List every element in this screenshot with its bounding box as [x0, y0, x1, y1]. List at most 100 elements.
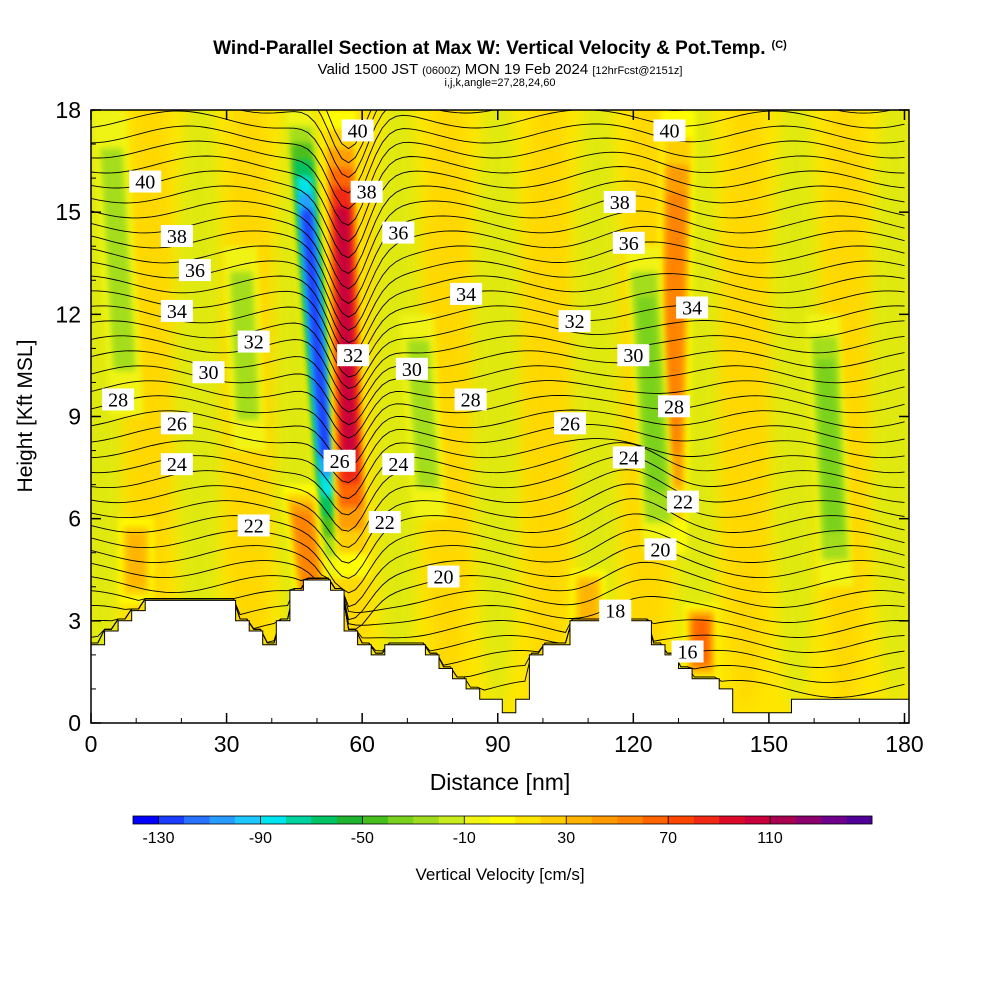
contour-label: 30 — [199, 362, 219, 384]
contour-label-bg — [178, 259, 211, 282]
colorbar-swatch — [489, 816, 516, 824]
contour-label-bg — [612, 231, 645, 254]
x-tick-label: 60 — [349, 731, 375, 757]
contour-label: 38 — [610, 192, 630, 214]
contour-labels: 40 38 36 34 32 30 28 26 24 22 40 38 36 34 32 30 28 26 24 22… — [102, 119, 709, 663]
colorbar-tick-label: 70 — [659, 830, 677, 847]
contour-label: 24 — [619, 447, 639, 469]
y-tick-label: 15 — [55, 199, 81, 225]
colorbar-swatch — [362, 816, 389, 824]
theta-contour-line — [91, 561, 905, 630]
theta-contour-line — [91, 394, 905, 453]
contour-label: 18 — [605, 601, 625, 623]
theta-contour-line — [91, 365, 905, 426]
colorbar-swatch — [642, 816, 669, 824]
theta-contour-line — [91, 304, 905, 378]
colorbar-frame — [132, 815, 873, 825]
y-tick-label: 0 — [68, 710, 81, 736]
contour-label-bg — [603, 190, 636, 213]
contour-label: 16 — [678, 641, 698, 663]
y-tick-label: 12 — [55, 301, 81, 327]
contour-label-bg — [558, 310, 591, 333]
colorbar-swatch — [668, 816, 694, 824]
contour-label: 26 — [167, 413, 187, 435]
contour-label: 38 — [357, 182, 377, 204]
colorbar-swatch — [260, 816, 287, 824]
downdraft-level — [100, 148, 136, 371]
contour-label-bg — [337, 344, 370, 367]
theta-contour-line — [91, 288, 905, 367]
contour-label: 36 — [619, 233, 639, 255]
x-tick-label: 180 — [885, 731, 923, 757]
theta-contour-line — [91, 195, 905, 290]
contour-label-bg — [341, 119, 374, 142]
contour-label: 32 — [244, 332, 264, 354]
contour-label-bg — [160, 453, 193, 476]
downdraft-level — [301, 209, 332, 457]
theta-contour-line — [91, 545, 905, 621]
chart-params: i,j,k,angle=27,28,24,60 — [444, 77, 556, 89]
contour-label: 32 — [343, 345, 363, 367]
contour-label-bg — [395, 357, 428, 380]
colorbar-swatch — [617, 816, 643, 824]
x-tick-label: 90 — [485, 731, 511, 757]
colorbar-swatch — [566, 816, 592, 824]
contour-label: 30 — [623, 345, 643, 367]
chart-title: Wind-Parallel Section at Max W: Vertical… — [0, 38, 1000, 60]
colorbar-swatch — [693, 816, 720, 824]
theta-contour-line — [91, 409, 905, 468]
theta-contour-line — [91, 442, 905, 516]
x-tick-label: 0 — [85, 731, 98, 757]
contour-label-bg — [653, 119, 686, 142]
contour-label: 24 — [388, 454, 408, 476]
contour-label: 22 — [673, 492, 693, 514]
contour-label: 20 — [434, 567, 454, 589]
contour-label: 36 — [388, 223, 408, 245]
contour-label-bg — [192, 361, 225, 384]
colorbar-swatch — [770, 816, 796, 824]
colorbar-swatch — [464, 816, 491, 824]
colorbar-swatch — [209, 816, 236, 824]
x-axis-label: Distance [nm] — [430, 769, 571, 795]
y-axis-label: Height [Kft MSL] — [14, 340, 37, 493]
chart-subtitle: Valid 1500 JST (0600Z) MON 19 Feb 2024 [… — [0, 61, 1000, 78]
theta-contour-line — [91, 210, 905, 304]
contour-label-bg — [160, 225, 193, 248]
contour-label-bg — [323, 449, 356, 472]
colorbar-swatch — [285, 816, 312, 824]
theta-contour-line — [91, 335, 905, 401]
theta-contour-line — [91, 483, 905, 564]
theta-contour-line — [91, 273, 905, 355]
contour-label-bg — [350, 180, 383, 203]
contour-label: 26 — [330, 451, 350, 473]
colorbar-swatch — [158, 816, 185, 824]
y-tick-label: 6 — [68, 506, 81, 532]
contour-label-bg — [644, 538, 677, 561]
theta-contour-line — [91, 166, 905, 259]
colorbar-swatch — [234, 816, 261, 824]
contour-label: 28 — [664, 396, 684, 418]
theta-contour-line — [91, 241, 905, 331]
forecast-info: [12hrFcst@2151z] — [592, 65, 683, 77]
contour-label: 30 — [402, 359, 422, 381]
contour-label-bg — [450, 282, 483, 305]
velocity-band — [571, 110, 624, 713]
x-tick-label: 150 — [750, 731, 788, 757]
velocity-band — [869, 110, 909, 713]
contour-label: 28 — [108, 389, 128, 411]
contour-label-bg — [160, 299, 193, 322]
theta-contour-line — [91, 455, 905, 532]
contour-label: 22 — [375, 512, 395, 534]
theta-contour-line — [91, 151, 905, 243]
contour-label-bg — [382, 453, 415, 476]
theta-contour-line — [91, 577, 905, 613]
contour-label: 22 — [244, 515, 264, 537]
theta-contour-line — [91, 469, 905, 548]
contour-label-bg — [454, 388, 487, 411]
theta-contour-line — [91, 438, 905, 500]
contour-label: 34 — [456, 284, 476, 306]
colorbar-swatch — [719, 816, 745, 824]
contour-label-bg — [102, 388, 135, 411]
contour-label: 40 — [659, 120, 679, 142]
